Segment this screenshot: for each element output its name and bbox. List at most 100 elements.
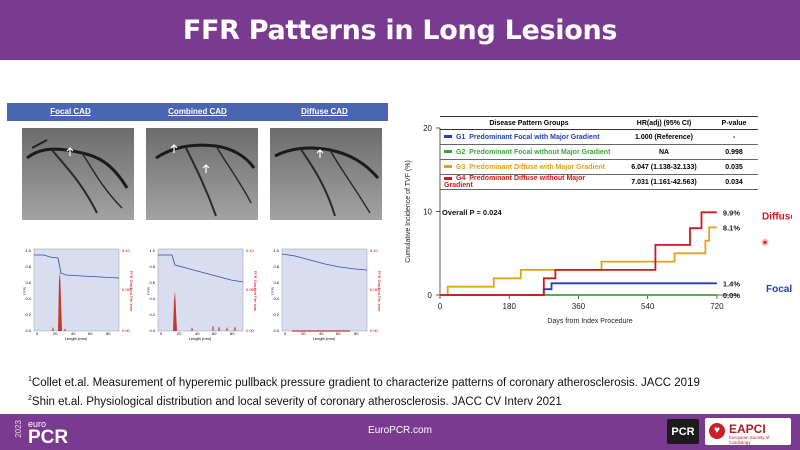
km-series-line [440,282,717,296]
group-label: Predominant Focal with Major Gradient [469,133,600,141]
end-label-g4: 9.9% [723,208,740,217]
p-value: 0.034 [725,178,743,186]
ytick: 0.6 [25,280,31,285]
heart-icon: ♥ [709,423,725,439]
table-row: G1 Predominant Focal with Major Gradient… [440,130,758,145]
y-tick-label: 20 [423,124,432,133]
reference-2: 2Shin et.al. Physiological distribution … [28,394,562,408]
xaxis-label: Length (mm) [313,336,336,341]
angiogram-combined [146,128,258,220]
x-tick-label: 180 [503,302,517,311]
ytick-right: 0.10 [122,248,131,253]
ytick: 0.8 [25,264,31,269]
references: 1Collet et.al. Measurement of hyperemic … [28,372,700,410]
hr-value: 6.047 (1.138-32.133) [631,163,697,171]
pullback-focal: 1.0 0.8 0.6 0.4 0.2 0.0 0.10 0.05 0.00 F… [22,241,134,342]
km-table: Disease Pattern Groups HR(adj) (95% CI) … [440,116,758,190]
xtick: 0 [36,331,39,336]
eapci-name: EAPCI [729,422,766,436]
eapci-sub: European Society of Cardiology [729,435,770,445]
xtick: 80 [354,331,359,336]
y-axis-label: Cumulative Incidence of TVF (%) [405,160,412,263]
marker-dot-core [763,240,767,244]
overall-p-annotation: Overall P = 0.024 [442,208,503,217]
pullback-diffuse: 1.0 0.8 0.6 0.4 0.2 0.0 0.10 0.05 0.00 F… [270,241,382,342]
angiogram-diffuse [270,128,382,220]
km-table-header: Disease Pattern Groups HR(adj) (95% CI) … [440,116,758,130]
y-tick-label: 10 [423,208,432,217]
ytick: 0.4 [273,296,279,301]
page-title: FFR Patterns in Long Lesions [182,14,618,46]
logo-pcr: PCR [28,427,69,448]
xtick: 60 [212,331,217,336]
group-label-diffuse: Diffuse [762,212,792,223]
xtick: 60 [336,331,341,336]
legend-swatch [444,150,452,154]
ytick: 0.8 [149,264,155,269]
group-label-focal: Focal [766,284,792,295]
header-p: P-value [721,119,747,127]
x-tick-label: 360 [572,302,586,311]
xtick: 0 [160,331,163,336]
hr-value: 1.000 (Reference) [635,133,693,141]
group-id: G2 [456,148,466,156]
x-tick-label: 720 [710,302,724,311]
logo-euro: euro [28,419,47,429]
km-chart-panel: 0 180 360 540 720 0 10 20 Days from Index Proced… [400,110,792,345]
title-bar: FFR Patterns in Long Lesions [0,0,800,60]
group-label: Predominant Focal without Major Gradient [469,148,611,156]
yaxis-right-label: FFR Gradient Per Imm [129,271,134,312]
table-row: G3 Predominant Diffuse with Major Gradie… [440,160,758,175]
ytick: 0.2 [25,312,31,317]
group-label: Predominant Diffuse with Major Gradient [469,163,605,171]
y-tick-label: 0 [428,291,433,300]
eapci-logo: ♥ EAPCI European Society of Cardiology [705,418,791,445]
table-row: G4 Predominant Diffuse without Major Gra… [440,175,758,190]
angiogram-focal [22,128,134,220]
ytick: 0.4 [149,296,155,301]
group-id: G4 [456,175,466,182]
legend-swatch [444,135,452,139]
xtick: 60 [88,331,93,336]
ytick-right: 0.00 [370,328,379,333]
header-diffuse: Diffuse CAD [301,107,348,116]
km-series-line [440,211,717,296]
ytick: 1.0 [25,248,31,253]
end-label-g2: 0.0% [723,291,740,300]
group-id: G3 [456,163,466,171]
ytick: 0.2 [273,312,279,317]
group-id: G1 [456,133,466,141]
ytick: 0.6 [149,280,155,285]
legend-swatch [444,176,452,180]
pcr-badge: PCR [667,419,699,444]
p-value: 0.035 [725,163,743,171]
group-label: Predominant Diffuse without Major Gradie… [444,175,586,189]
site-url[interactable]: EuroPCR.com [368,425,432,436]
xtick: 40 [195,331,200,336]
xtick: 20 [301,331,306,336]
xtick: 20 [53,331,58,336]
xtick: 80 [106,331,111,336]
ytick-right: 0.05 [370,287,379,292]
angiography-panel: Focal CAD Combined CAD Diffuse CAD [7,103,388,346]
ytick: 0.2 [149,312,155,317]
p-value: 0.998 [725,148,743,156]
ytick-right: 0.10 [246,248,255,253]
header-focal: Focal CAD [50,107,91,116]
xtick: 80 [230,331,235,336]
pullback-combined: 1.0 0.8 0.6 0.4 0.2 0.0 0.10 0.05 0.00 F… [146,241,258,342]
ytick: 0.0 [273,328,279,333]
table-row: G2 Predominant Focal without Major Gradi… [440,145,758,160]
yaxis-label: FFR [270,287,275,295]
header-combined: Combined CAD [168,107,227,116]
xtick: 40 [71,331,76,336]
ytick-right: 0.10 [370,248,379,253]
x-tick-label: 540 [641,302,655,311]
footer-bar: 2023 euro PCR EuroPCR.com PCR ♥ EAPCI Eu… [0,414,800,450]
hr-value: NA [658,148,670,156]
xtick: 0 [284,331,287,336]
yaxis-right-label: FFR Gradient Per Imm [253,271,258,312]
ytick: 0.4 [25,296,31,301]
p-value: - [732,133,736,141]
ytick-right: 0.00 [246,328,255,333]
